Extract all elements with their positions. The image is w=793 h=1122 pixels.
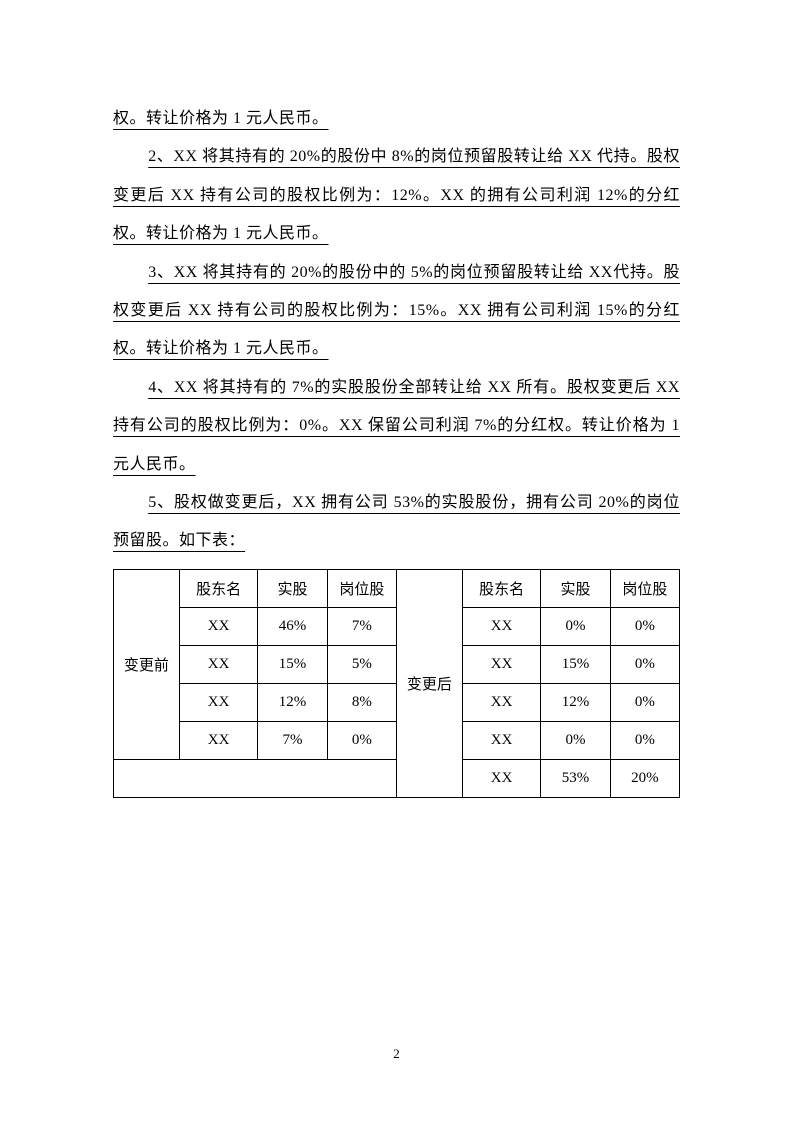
cell: 8%	[327, 683, 396, 721]
header-name-left: 股东名	[179, 569, 258, 607]
empty-cell	[114, 759, 397, 797]
cell: 0%	[610, 645, 679, 683]
cell: 0%	[327, 721, 396, 759]
cell: 0%	[610, 721, 679, 759]
header-name-right: 股东名	[462, 569, 541, 607]
cell: 7%	[327, 607, 396, 645]
cell: 0%	[610, 607, 679, 645]
cell: 20%	[610, 759, 679, 797]
cell: XX	[462, 683, 541, 721]
equity-table-container: 变更前 股东名 实股 岗位股 变更后 股东名 实股 岗位股 XX 46% 7% …	[113, 569, 680, 798]
before-label-cell: 变更前	[114, 569, 180, 759]
cell: 53%	[541, 759, 610, 797]
cell: XX	[462, 759, 541, 797]
page-content: 权。转让价格为 1 元人民币。 2、XX 将其持有的 20%的股份中 8%的岗位…	[0, 0, 793, 798]
header-post-left: 岗位股	[327, 569, 396, 607]
equity-table: 变更前 股东名 实股 岗位股 变更后 股东名 实股 岗位股 XX 46% 7% …	[113, 569, 680, 798]
cell: XX	[462, 645, 541, 683]
cell: 12%	[541, 683, 610, 721]
after-label-cell: 变更后	[396, 569, 462, 797]
paragraph-1: 2、XX 将其持有的 20%的股份中 8%的岗位预留股转让给 XX 代持。股权变…	[113, 138, 680, 253]
cell: XX	[179, 607, 258, 645]
table-row: 变更前 股东名 实股 岗位股 变更后 股东名 实股 岗位股	[114, 569, 680, 607]
cell: 15%	[258, 645, 327, 683]
cell: 0%	[610, 683, 679, 721]
paragraph-4: 5、股权做变更后，XX 拥有公司 53%的实股股份，拥有公司 20%的岗位预留股…	[113, 484, 680, 561]
cell: XX	[462, 607, 541, 645]
page-number: 2	[0, 1046, 793, 1062]
cell: 0%	[541, 607, 610, 645]
header-post-right: 岗位股	[610, 569, 679, 607]
cell: XX	[462, 721, 541, 759]
cell: 5%	[327, 645, 396, 683]
paragraph-3: 4、XX 将其持有的 7%的实股股份全部转让给 XX 所有。股权变更后 XX 持…	[113, 369, 680, 484]
paragraph-0: 权。转让价格为 1 元人民币。	[113, 100, 680, 138]
cell: XX	[179, 683, 258, 721]
paragraph-2: 3、XX 将其持有的 20%的股份中的 5%的岗位预留股转让给 XX代持。股权变…	[113, 254, 680, 369]
cell: 7%	[258, 721, 327, 759]
cell: 15%	[541, 645, 610, 683]
cell: XX	[179, 645, 258, 683]
cell: 12%	[258, 683, 327, 721]
cell: 0%	[541, 721, 610, 759]
cell: 46%	[258, 607, 327, 645]
cell: XX	[179, 721, 258, 759]
header-real-right: 实股	[541, 569, 610, 607]
header-real-left: 实股	[258, 569, 327, 607]
